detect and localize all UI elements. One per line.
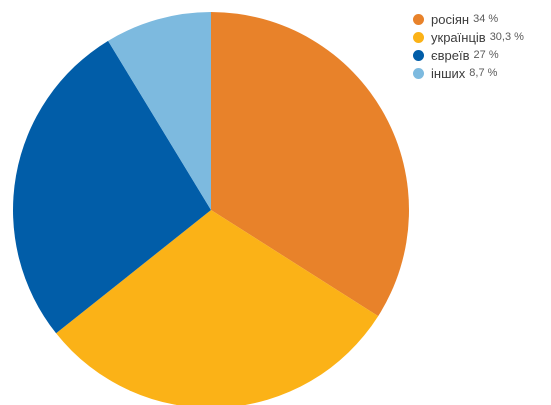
legend: росіян 34 % українців 30,3 % євреїв 27 %…	[413, 10, 551, 82]
pie-slice-others	[108, 11, 211, 210]
legend-swatch-russians	[413, 13, 424, 25]
legend-swatch-others	[413, 67, 424, 79]
legend-value: 27 %	[473, 49, 499, 61]
legend-item-russians: росіян 34 %	[413, 10, 551, 28]
legend-label: українців	[431, 29, 486, 45]
legend-label: євреїв	[431, 47, 470, 63]
legend-swatch-ukrainians	[413, 31, 424, 43]
pie-slice-jews	[13, 40, 211, 334]
legend-swatch-jews	[413, 49, 424, 61]
legend-item-others: інших 8,7 %	[413, 64, 551, 82]
legend-label: росіян	[431, 11, 470, 27]
legend-value: 30,3 %	[489, 31, 524, 43]
legend-item-jews: євреїв 27 %	[413, 46, 551, 64]
pie-slice-russians	[211, 12, 410, 317]
legend-label: інших	[431, 65, 466, 81]
legend-value: 8,7 %	[469, 67, 498, 79]
pie-slice-ukrainians	[56, 210, 379, 405]
legend-item-ukrainians: українців 30,3 %	[413, 28, 551, 46]
legend-value: 34 %	[473, 13, 499, 25]
